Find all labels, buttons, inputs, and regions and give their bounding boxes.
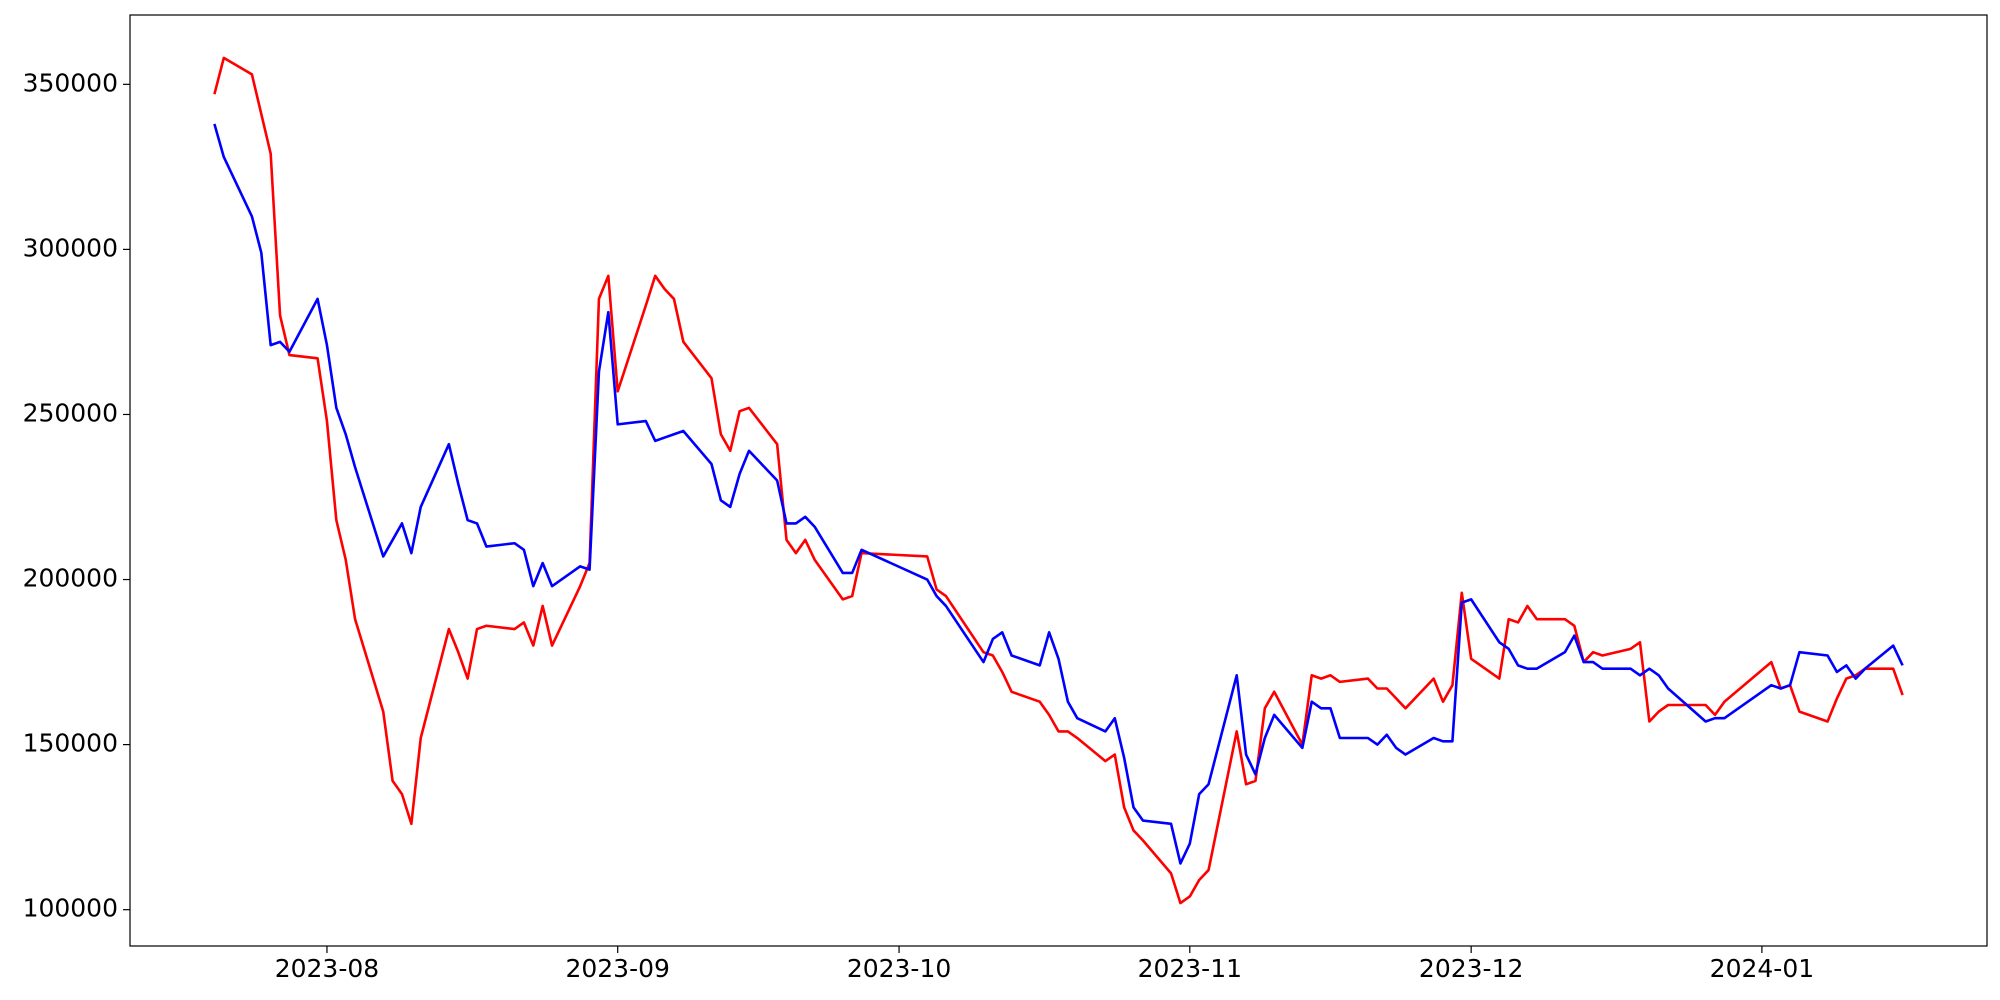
series-line: [213, 123, 1904, 865]
plot-frame: [129, 14, 1988, 947]
y-tick-label: 150000: [23, 729, 118, 758]
y-tick-label: 250000: [23, 398, 118, 427]
x-tick-label: 2023-12: [1419, 954, 1523, 983]
x-tick-label: 2023-09: [565, 954, 669, 983]
y-tick-label: 200000: [23, 564, 118, 593]
y-tick-label: 350000: [23, 68, 118, 97]
x-tick-label: 2023-08: [275, 954, 379, 983]
x-tick-label: 2023-10: [847, 954, 951, 983]
y-tick-label: 300000: [23, 233, 118, 262]
x-tick-label: 2023-11: [1138, 954, 1242, 983]
series-line: [213, 56, 1904, 905]
y-tick-label: 100000: [23, 894, 118, 923]
x-tick-label: 2024-01: [1710, 954, 1814, 983]
